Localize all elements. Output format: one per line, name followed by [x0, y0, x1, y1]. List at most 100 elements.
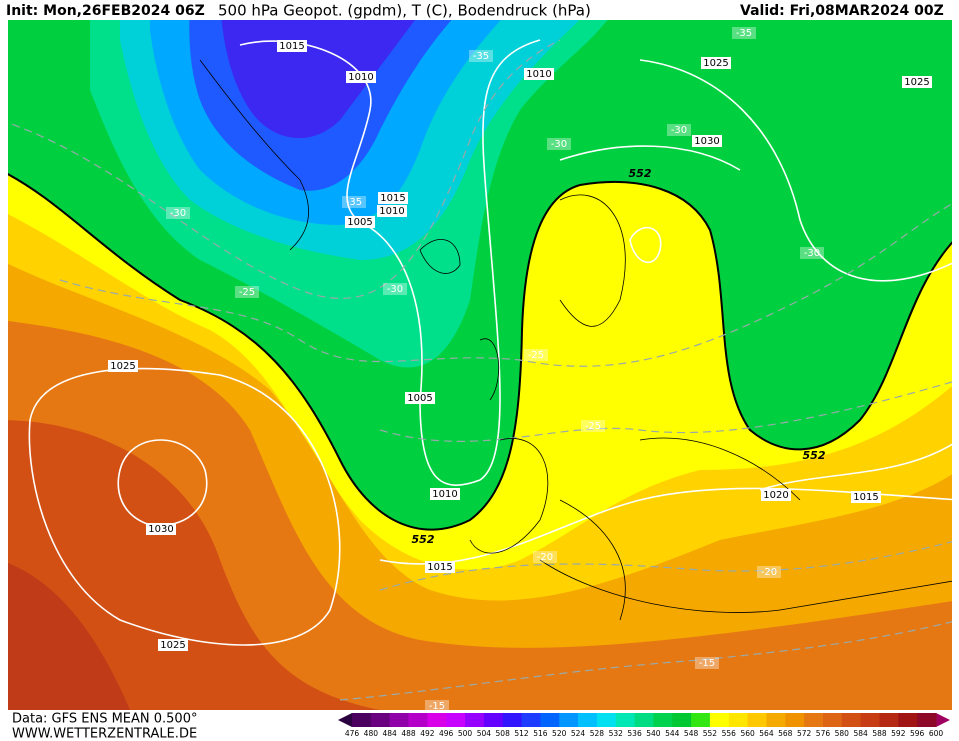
isobar-label: 1015: [279, 41, 304, 52]
isobar-label: 1020: [763, 490, 788, 501]
colorbar-label: 584: [853, 729, 868, 738]
isobar-label: 1005: [407, 393, 432, 404]
colorbar-swatch: [766, 713, 786, 727]
colorbar-swatch: [596, 713, 617, 727]
temperature-label-box: [425, 700, 449, 712]
colorbar-label: 588: [872, 729, 887, 738]
temperature-label-box: [524, 349, 548, 361]
temperature-label-box: [695, 657, 719, 669]
colorbar-swatch: [634, 713, 654, 727]
colorbar-arrow-low: [338, 713, 352, 727]
isobar-label-box: [701, 57, 731, 69]
temperature-label: -20: [761, 567, 777, 578]
isobar-label: 1025: [160, 640, 185, 651]
colorbar-arrow-high: [936, 713, 950, 727]
isobar-label-box: [851, 491, 881, 503]
colorbar-label: 568: [778, 729, 793, 738]
temperature-label-box: [800, 247, 824, 259]
temperature-label: -35: [736, 28, 752, 39]
temperature-label: -20: [537, 552, 553, 563]
isobar: [379, 487, 952, 565]
colorbar-swatch: [465, 713, 485, 727]
temperature-label: -30: [170, 208, 186, 219]
temperature-label-box: [732, 27, 756, 39]
isobar-label-box: [345, 216, 375, 228]
colorbar-label: 480: [364, 729, 379, 738]
temperature-label-box: [383, 283, 407, 295]
temperature-label: -25: [585, 421, 601, 432]
colorbar-label: 556: [722, 729, 737, 738]
temperature-label: -30: [387, 284, 403, 295]
colorbar-label: 592: [891, 729, 906, 738]
temperature-label-box: [581, 420, 605, 432]
temperature-label: -30: [671, 125, 687, 136]
colorbar-swatch: [559, 713, 579, 727]
colorbar-swatch: [578, 713, 598, 727]
colorbar-swatch: [370, 713, 391, 727]
colorbar-swatch: [898, 713, 918, 727]
isobar-label: 1025: [110, 361, 135, 372]
site-url: WWW.WETTERZENTRALE.DE: [12, 727, 197, 741]
isobar-label: 1010: [379, 206, 404, 217]
colorbar-swatch: [352, 713, 372, 727]
colorbar-label: 516: [533, 729, 548, 738]
isobar: [239, 39, 541, 486]
colorbar-label: 564: [759, 729, 774, 738]
colorbar-label: 596: [910, 729, 925, 738]
isobar-label: 1025: [703, 58, 728, 69]
colorbar-swatch: [822, 713, 843, 727]
isobar-label-box: [346, 71, 376, 83]
field-darkblue: [220, 0, 430, 139]
colorbar-label: 520: [552, 729, 567, 738]
temperature-label: -30: [551, 139, 567, 150]
colorbar-swatch: [521, 713, 541, 727]
colorbar-swatch: [615, 713, 636, 727]
isobar-label-box: [524, 68, 554, 80]
isobar-label: 1015: [427, 562, 452, 573]
isobar-label: 1010: [348, 72, 373, 83]
colorbar-label: 504: [477, 729, 492, 738]
isobar-label: 1005: [347, 217, 372, 228]
temperature-line: [8, 39, 561, 300]
isobar: [117, 439, 208, 527]
colorbar-swatch: [860, 713, 880, 727]
colorbar-swatch: [672, 713, 692, 727]
isobar-label-box: [761, 489, 791, 501]
temperature-label-box: [757, 566, 781, 578]
colorbar-label: 492: [420, 729, 435, 738]
temperature-label: -30: [804, 248, 820, 259]
colorbar-label: 512: [514, 729, 529, 738]
isobar-label: 1015: [853, 492, 878, 503]
isobar-label-box: [277, 40, 307, 52]
colorbar-swatch: [427, 713, 447, 727]
colorbar-label: 528: [590, 729, 605, 738]
isobar-label-box: [377, 205, 407, 217]
header-bar: [0, 0, 959, 20]
colorbar-label: 536: [627, 729, 642, 738]
colorbar-swatch: [502, 713, 523, 727]
temperature-label: -25: [239, 287, 255, 298]
isobar-label: 1015: [380, 193, 405, 204]
isobar-label: 1010: [432, 489, 457, 500]
colorbar-label: 532: [609, 729, 624, 738]
geopotential-label: 552: [803, 449, 826, 462]
coastline: [199, 59, 952, 621]
map-title: 500 hPa Geopot. (gpdm), T (C), Bodendruc…: [218, 2, 591, 20]
isobar-label-box: [425, 561, 455, 573]
isobar: [639, 59, 952, 282]
isobar-label-box: [158, 639, 188, 651]
colorbar-label: 572: [797, 729, 812, 738]
colorbar-swatch: [540, 713, 560, 727]
colorbar-label: 484: [383, 729, 398, 738]
data-source: Data: GFS ENS MEAN 0.500°: [12, 712, 197, 727]
colorbar-label: 500: [458, 729, 473, 738]
temperature-line: [379, 381, 952, 442]
isobar-label-box: [692, 135, 722, 147]
temperature-label-box: [667, 124, 691, 136]
temperature-label: -25: [528, 350, 544, 361]
colorbar-label: 560: [740, 729, 755, 738]
temperature-label-box: [342, 196, 366, 208]
colorbar-label: 600: [929, 729, 944, 738]
temperature-label-box: [235, 286, 259, 298]
